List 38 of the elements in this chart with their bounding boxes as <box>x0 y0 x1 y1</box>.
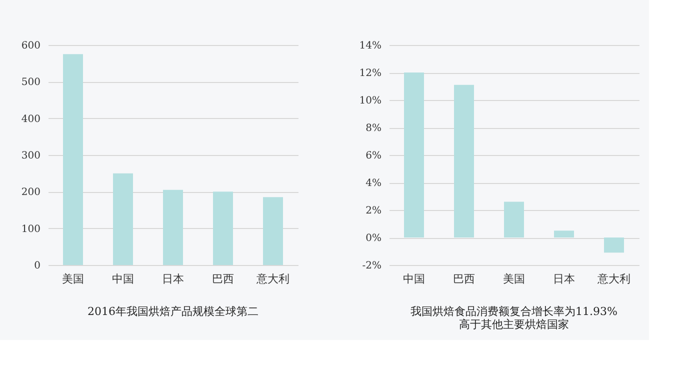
text: 我国烘焙食品消费额复合增长率为11.93% 高于其他主要烘焙国家 <box>410 305 618 331</box>
bar <box>454 84 474 238</box>
x-tick-label: 美国 <box>62 272 84 286</box>
y-tick-label: 500 <box>21 77 40 88</box>
y-tick-label: 200 <box>21 187 40 198</box>
bar <box>404 72 424 238</box>
x-tick-label: 意大利 <box>256 272 290 286</box>
y-tick-label: 14% <box>359 40 382 52</box>
x-tick-label: 中国 <box>403 272 425 286</box>
y-tick-label: 300 <box>21 150 40 162</box>
bar <box>113 173 133 265</box>
x-tick-label: 日本 <box>553 272 575 286</box>
y-tick-label: 0% <box>366 233 382 244</box>
y-tick-label: -2% <box>362 260 382 272</box>
x-tick-label: 美国 <box>503 272 525 286</box>
bar <box>604 238 624 253</box>
y-tick-label: 400 <box>21 114 40 125</box>
bar <box>213 192 233 265</box>
y-tick-label: 4% <box>366 178 382 189</box>
y-tick-label: 0 <box>34 260 40 272</box>
bar <box>504 202 524 238</box>
bar <box>554 230 574 238</box>
y-tick-label: 600 <box>21 40 40 52</box>
x-tick-label: 巴西 <box>212 272 234 286</box>
x-tick-label: 日本 <box>162 272 184 286</box>
x-tick-label: 巴西 <box>453 272 475 286</box>
x-tick-label: 意大利 <box>596 272 630 286</box>
y-tick-label: 100 <box>21 224 40 235</box>
y-tick-label: 2% <box>366 206 382 216</box>
x-tick-label: 中国 <box>112 272 134 286</box>
y-tick-label: 8% <box>366 123 382 134</box>
text: 2016年我国烘焙产品规模全球第二 <box>88 305 258 318</box>
y-tick-label: 12% <box>359 68 382 79</box>
bar <box>63 54 83 265</box>
y-tick-label: 10% <box>359 96 382 106</box>
bar <box>163 190 183 265</box>
y-tick-label: 6% <box>366 150 382 162</box>
bar <box>263 197 283 265</box>
